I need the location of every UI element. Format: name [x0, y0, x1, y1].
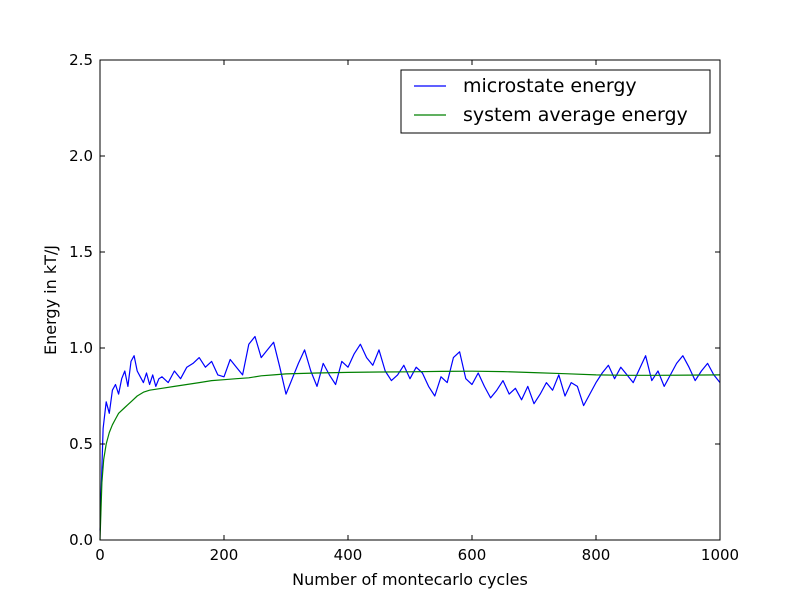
- y-tick-label: 1.5: [69, 243, 93, 261]
- y-tick-label: 2.5: [69, 51, 93, 69]
- x-tick-label: 200: [210, 546, 239, 564]
- x-tick-label: 1000: [701, 546, 739, 564]
- x-tick-label: 400: [334, 546, 363, 564]
- legend-label-microstate: microstate energy: [463, 75, 637, 97]
- y-tick-label: 2.0: [69, 147, 93, 165]
- plot-frame: [99, 59, 721, 541]
- x-tick-label: 0: [95, 546, 105, 564]
- x-tick-label: 600: [458, 546, 487, 564]
- y-tick-label: 0.5: [69, 435, 93, 453]
- legend: microstate energy system average energy: [400, 69, 711, 134]
- ticks-layer: 0 200 400 600 800 1000 0.0 0.5 1.0 1.5 2.0 2.5: [69, 51, 739, 564]
- series-line-microstate-energy: [99, 335, 721, 531]
- series-layer: [99, 335, 721, 541]
- y-tick-label: 0.0: [69, 531, 93, 549]
- y-tick-label: 1.0: [69, 339, 93, 357]
- x-tick-label: 800: [582, 546, 611, 564]
- y-axis-label: Energy in kT/J: [41, 245, 60, 355]
- legend-frame: [400, 69, 711, 134]
- series-line-system-average-energy: [99, 370, 721, 541]
- x-axis-label: Number of montecarlo cycles: [292, 570, 528, 589]
- legend-label-average: system average energy: [463, 104, 688, 126]
